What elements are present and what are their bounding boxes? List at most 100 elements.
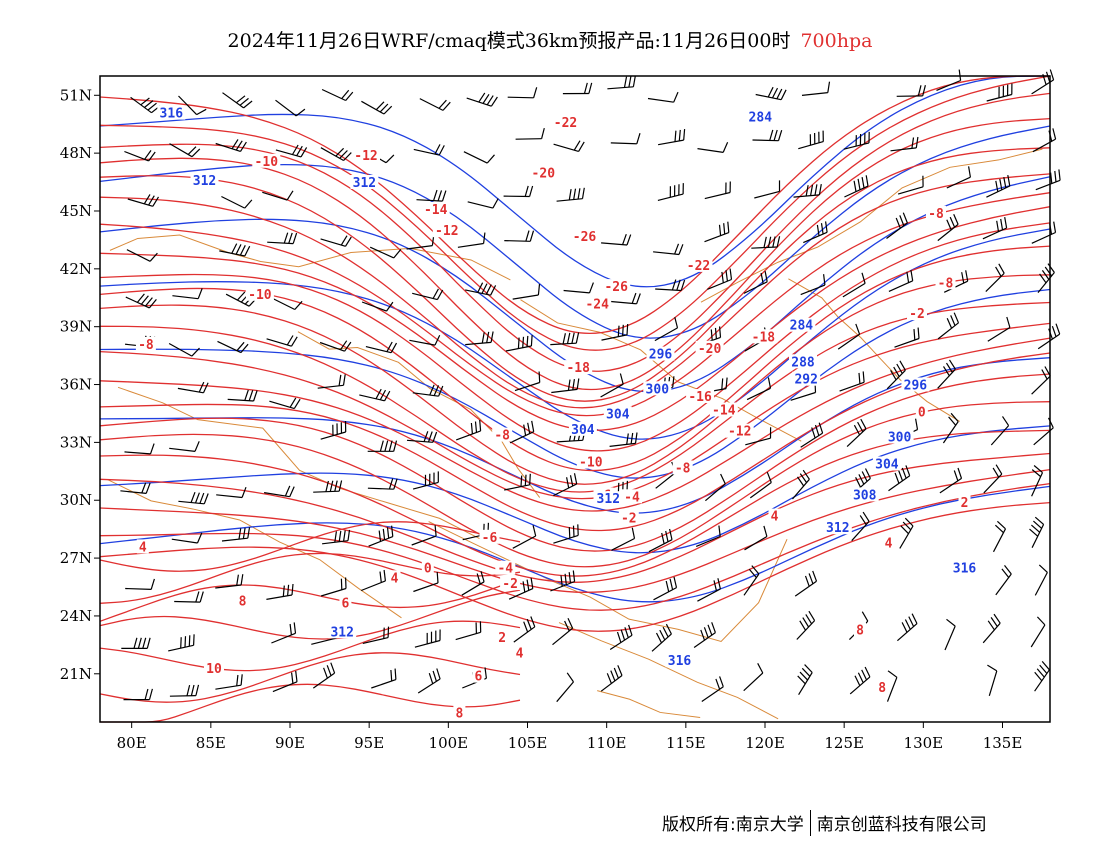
wind-barb <box>320 577 347 597</box>
wind-barb <box>322 529 351 545</box>
temperature-label: 2 <box>961 496 969 511</box>
height-label-bg <box>787 317 816 332</box>
temperature-contour <box>99 521 521 572</box>
temperature-label-bg <box>926 205 946 220</box>
temperature-label: -12 <box>435 224 458 239</box>
wind-barb <box>174 591 204 603</box>
temperature-label-bg <box>479 529 500 544</box>
wind-barb <box>222 92 253 109</box>
wind-barb <box>504 230 535 242</box>
temperature-label: -2 <box>909 307 925 322</box>
wind-barb <box>697 142 729 153</box>
height-label: 308 <box>853 488 877 503</box>
height-label-bg <box>328 624 357 639</box>
wind-barb <box>465 282 497 296</box>
wind-barb <box>215 139 247 152</box>
wind-barb <box>312 662 336 689</box>
wind-barb <box>801 81 831 96</box>
temperature-label: -20 <box>532 166 556 181</box>
wind-barb <box>271 297 303 311</box>
wind-barb <box>792 469 810 500</box>
wind-barb <box>412 288 444 301</box>
wind-barb <box>178 95 207 116</box>
temperature-contour <box>99 173 1051 409</box>
wind-barb <box>794 570 818 597</box>
temperature-label-bg <box>245 286 274 301</box>
wind-barb <box>849 666 871 695</box>
wind-barb <box>601 233 632 246</box>
wind-barb <box>319 340 352 352</box>
height-label: 312 <box>353 176 376 191</box>
wind-barb <box>987 316 1011 342</box>
wind-barb <box>127 194 160 207</box>
wind-barb <box>942 412 959 444</box>
temperature-label: 4 <box>139 540 147 555</box>
wind-barb <box>178 491 209 505</box>
wind-barbs-layer <box>120 69 1061 703</box>
wind-barb <box>169 143 201 158</box>
wind-barb <box>937 359 956 389</box>
temperature-label: -20 <box>698 342 722 357</box>
temperature-label-bg <box>472 668 485 683</box>
wind-barb <box>796 610 816 640</box>
temperature-label: 10 <box>206 662 222 677</box>
wind-barb <box>744 525 768 551</box>
wind-barb <box>503 185 534 198</box>
height-label-bg <box>646 346 675 361</box>
wind-barb <box>653 243 684 256</box>
temperature-label-bg <box>915 404 928 419</box>
wind-barb <box>514 371 541 392</box>
lat-tick-label: 21N <box>60 665 92 683</box>
province-boundary <box>558 622 779 720</box>
temperature-label: -24 <box>585 298 609 313</box>
wind-barb <box>412 384 444 397</box>
wind-barb <box>946 166 971 189</box>
height-label-bg <box>885 429 914 444</box>
temperature-contour <box>99 501 1051 632</box>
height-contour <box>99 125 1051 339</box>
wind-barb <box>1037 323 1061 350</box>
wind-barb <box>320 235 352 247</box>
temperature-label: -16 <box>688 390 712 405</box>
temperature-label-bg <box>907 306 927 321</box>
temperature-label: -8 <box>675 461 691 476</box>
temperature-label: -8 <box>138 338 154 353</box>
wind-barb <box>368 525 394 547</box>
wind-barb <box>704 181 731 200</box>
height-label-bg <box>789 354 817 369</box>
lat-tick-label: 36N <box>60 376 92 394</box>
temperature-contour <box>99 192 1051 417</box>
lon-tick-label: 80E <box>117 734 147 752</box>
wind-barb <box>939 467 963 494</box>
wind-barb <box>269 397 301 410</box>
wind-barb <box>414 629 441 648</box>
wind-barb <box>896 85 926 97</box>
temperature-label-bg <box>513 645 526 660</box>
wind-barb <box>412 471 439 490</box>
wind-barb <box>610 133 641 145</box>
wind-barb <box>266 583 294 600</box>
height-label-bg <box>157 105 186 120</box>
wind-barb <box>701 676 724 702</box>
temperature-label-bg <box>576 454 605 469</box>
wind-barb <box>755 86 787 101</box>
wind-barb <box>985 263 1005 293</box>
wind-barb <box>221 527 251 542</box>
temperature-label: 0 <box>424 562 432 577</box>
wind-barb <box>512 525 537 549</box>
temperature-label: -22 <box>554 116 577 131</box>
wind-barb <box>172 288 203 300</box>
wind-barb <box>126 249 158 262</box>
wind-barb <box>264 485 295 498</box>
height-label-bg <box>350 175 379 189</box>
wind-barb <box>800 422 824 448</box>
lon-tick-label: 85E <box>196 734 226 752</box>
wind-barb <box>897 613 918 642</box>
province-boundary <box>788 278 960 422</box>
wind-barb <box>894 327 920 348</box>
temperature-label-bg <box>882 535 895 550</box>
height-label: 316 <box>953 562 977 577</box>
temperature-label: 4 <box>391 571 399 586</box>
wind-barb <box>888 269 914 292</box>
height-label: 300 <box>888 431 912 446</box>
